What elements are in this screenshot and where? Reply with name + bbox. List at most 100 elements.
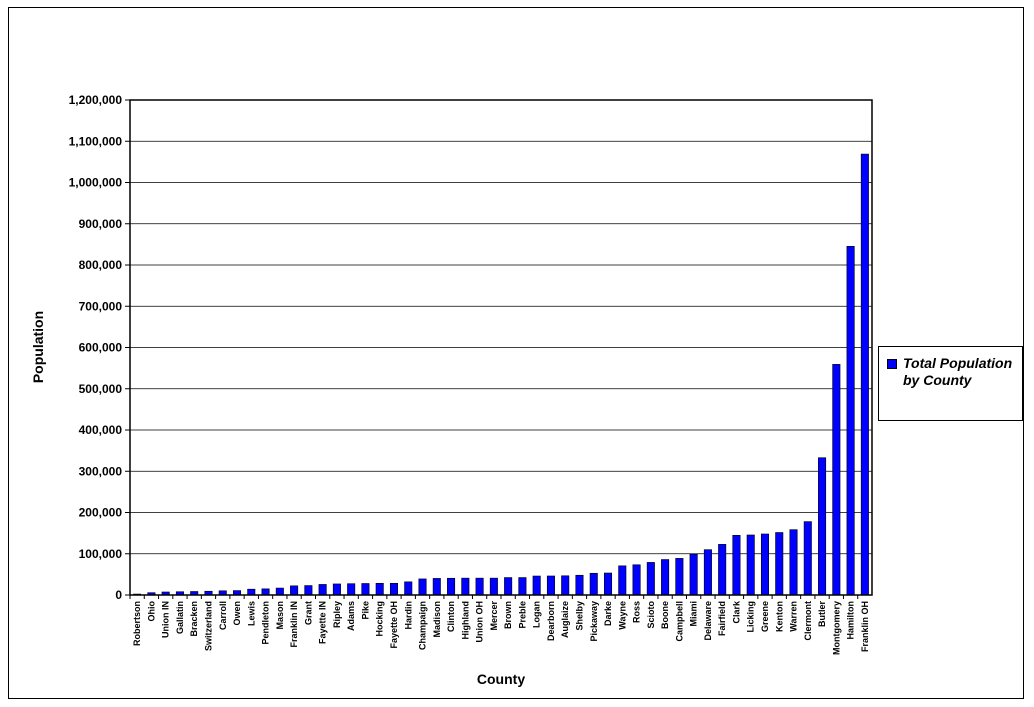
- x-category-label: Preble: [517, 601, 527, 629]
- x-category-label: Brown: [503, 601, 513, 629]
- x-category-label: Pendleton: [261, 601, 271, 645]
- bar: [646, 562, 655, 596]
- y-tick-label: 200,000: [79, 506, 123, 520]
- y-tick-label: 400,000: [79, 423, 123, 437]
- x-category-label: Madison: [432, 601, 442, 638]
- y-tick-label: 500,000: [79, 382, 123, 396]
- x-category-label: Shelby: [574, 601, 584, 631]
- x-category-label: Champaign: [418, 601, 428, 650]
- x-category-label: Grant: [303, 601, 313, 625]
- bar: [375, 582, 384, 596]
- y-axis-title: Population: [30, 311, 46, 383]
- bar: [689, 553, 698, 596]
- x-category-label: Fayette OH: [389, 601, 399, 649]
- y-tick-label: 700,000: [79, 299, 123, 313]
- x-axis-ticks: Robertson Ohio Union IN Gallatin Bracken Swit…: [129, 595, 870, 655]
- bar: [604, 572, 613, 596]
- bar: [718, 544, 727, 596]
- x-category-label: Kenton: [774, 601, 784, 632]
- y-tick-label: 1,100,000: [69, 134, 123, 148]
- x-category-label: Union IN: [161, 601, 171, 638]
- x-category-label: Ripley: [332, 601, 342, 628]
- x-category-label: Clinton: [446, 601, 456, 632]
- bar: [818, 457, 827, 596]
- bar: [518, 577, 527, 596]
- x-category-label: Darke: [603, 601, 613, 626]
- x-category-label: Owen: [232, 601, 242, 626]
- x-category-label: Fairfield: [717, 601, 727, 636]
- x-category-label: Hamilton: [846, 601, 856, 640]
- x-category-label: Boone: [660, 601, 670, 629]
- x-category-label: Logan: [532, 601, 542, 628]
- x-category-label: Warren: [789, 601, 799, 632]
- bar: [432, 578, 441, 596]
- x-category-label: Campbell: [674, 601, 684, 642]
- bar: [803, 521, 812, 596]
- x-category-label: Pike: [360, 601, 370, 620]
- bar: [332, 583, 341, 596]
- x-category-label: Wayne: [617, 601, 627, 630]
- x-category-label: Adams: [346, 601, 356, 631]
- x-category-label: Bracken: [189, 601, 199, 637]
- bar: [732, 535, 741, 596]
- bar: [447, 577, 456, 596]
- bar: [318, 584, 327, 596]
- x-category-label: Highland: [460, 601, 470, 640]
- bar: [703, 549, 712, 596]
- y-tick-label: 1,000,000: [69, 176, 123, 190]
- y-tick-label: 800,000: [79, 258, 123, 272]
- legend: Total Population by County: [878, 346, 1023, 421]
- y-tick-label: 1,200,000: [69, 93, 123, 107]
- chart-frame: [8, 7, 1024, 699]
- bar: [532, 575, 541, 596]
- bar: [404, 581, 413, 596]
- bar: [746, 534, 755, 596]
- bar: [561, 575, 570, 596]
- x-category-label: Miami: [689, 601, 699, 627]
- y-tick-label: 100,000: [79, 547, 123, 561]
- x-category-label: Mason: [275, 601, 285, 630]
- bar: [760, 533, 769, 596]
- bar: [589, 572, 598, 596]
- x-category-label: Greene: [760, 601, 770, 632]
- bar: [860, 153, 869, 596]
- bar: [632, 564, 641, 596]
- x-category-label: Auglaize: [560, 601, 570, 638]
- x-category-label: Gallatin: [175, 601, 185, 634]
- x-category-label: Mercer: [489, 601, 499, 631]
- legend-label: Total Population by County: [903, 355, 1013, 388]
- y-tick-label: 600,000: [79, 341, 123, 355]
- x-axis-title: County: [477, 671, 525, 687]
- bars: [133, 153, 869, 596]
- y-tick-label: 300,000: [79, 464, 123, 478]
- bar: [504, 577, 513, 596]
- x-category-label: Robertson: [132, 601, 142, 646]
- bar: [661, 559, 670, 596]
- bar: [418, 578, 427, 596]
- x-category-label: Ohio: [146, 601, 156, 622]
- x-category-label: Butler: [817, 601, 827, 628]
- legend-swatch: [887, 359, 897, 369]
- x-category-label: Clark: [731, 600, 741, 624]
- bar: [846, 246, 855, 596]
- bar: [275, 587, 284, 596]
- x-category-label: Hocking: [375, 601, 385, 637]
- x-category-label: Dearborn: [546, 601, 556, 641]
- bar: [461, 577, 470, 596]
- bar: [832, 364, 841, 596]
- x-category-label: Carroll: [218, 601, 228, 630]
- bar: [261, 588, 270, 596]
- bar: [290, 585, 299, 596]
- y-axis-ticks: 0 100,000 200,000 300,000 400,000 500,000 600,…: [69, 93, 130, 602]
- bar: [546, 575, 555, 596]
- x-category-label: Montgomery: [831, 601, 841, 655]
- bar: [389, 582, 398, 596]
- bar: [361, 583, 370, 596]
- bar: [789, 529, 798, 596]
- bar: [347, 583, 356, 596]
- bar: [489, 577, 498, 596]
- bar: [775, 532, 784, 596]
- gridlines: [130, 99, 872, 596]
- x-category-label: Delaware: [703, 601, 713, 641]
